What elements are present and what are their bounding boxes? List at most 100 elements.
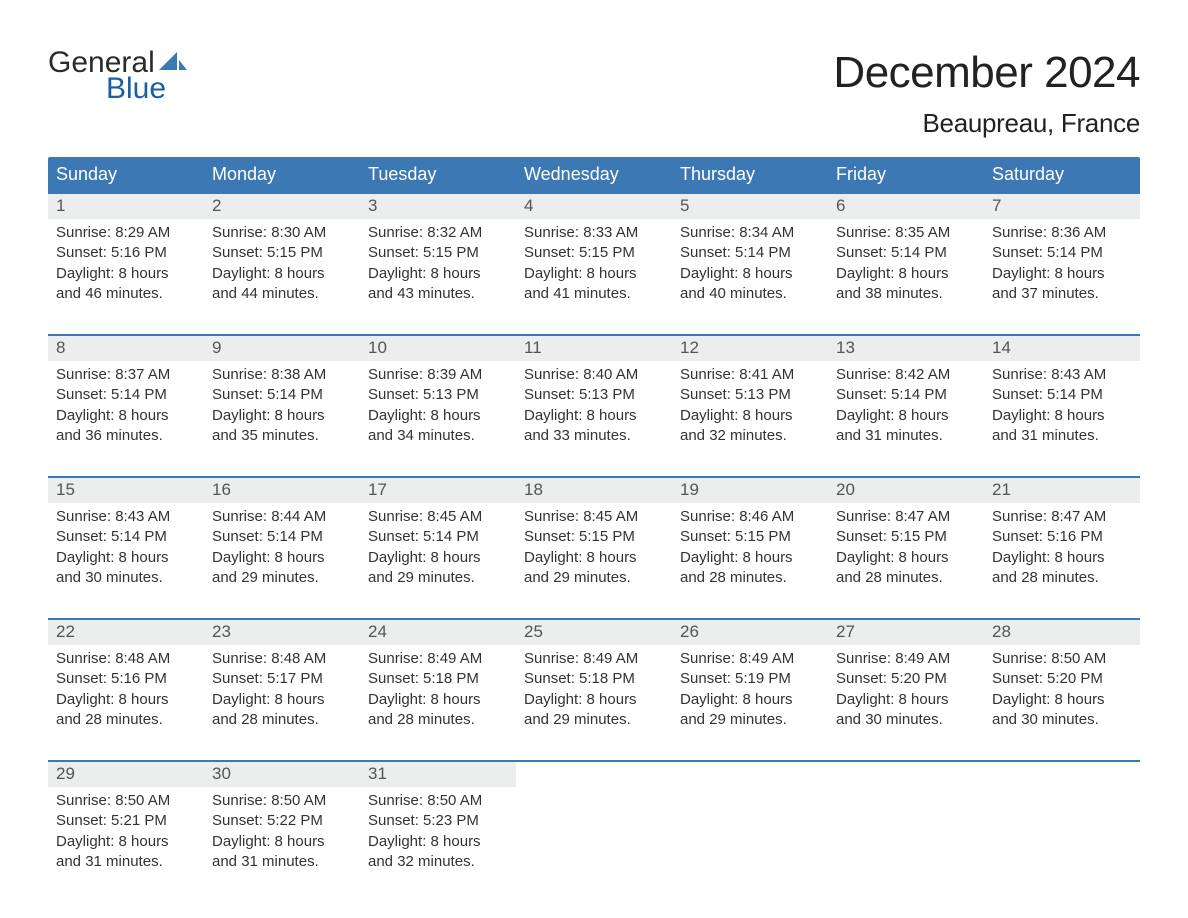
day-number: 31 [360, 762, 516, 787]
sunset-line: Sunset: 5:17 PM [212, 669, 352, 689]
sunrise-line: Sunrise: 8:33 AM [524, 223, 664, 243]
daylight-line2: and 28 minutes. [56, 710, 196, 730]
daylight-line2: and 43 minutes. [368, 284, 508, 304]
day-body: Sunrise: 8:43 AMSunset: 5:14 PMDaylight:… [48, 503, 204, 588]
day-header: Friday [828, 157, 984, 194]
sunrise-line: Sunrise: 8:49 AM [836, 649, 976, 669]
day-number: 17 [360, 478, 516, 503]
daylight-line1: Daylight: 8 hours [368, 406, 508, 426]
day-body: Sunrise: 8:50 AMSunset: 5:21 PMDaylight:… [48, 787, 204, 872]
calendar-day: 21Sunrise: 8:47 AMSunset: 5:16 PMDayligh… [984, 478, 1140, 614]
day-body: Sunrise: 8:50 AMSunset: 5:22 PMDaylight:… [204, 787, 360, 872]
day-number: 6 [828, 194, 984, 219]
calendar-day [516, 762, 672, 898]
location-subtitle: Beaupreau, France [833, 108, 1140, 139]
day-number: 30 [204, 762, 360, 787]
day-body: Sunrise: 8:41 AMSunset: 5:13 PMDaylight:… [672, 361, 828, 446]
calendar-day: 22Sunrise: 8:48 AMSunset: 5:16 PMDayligh… [48, 620, 204, 756]
daylight-line2: and 29 minutes. [524, 568, 664, 588]
day-body: Sunrise: 8:48 AMSunset: 5:16 PMDaylight:… [48, 645, 204, 730]
day-body: Sunrise: 8:39 AMSunset: 5:13 PMDaylight:… [360, 361, 516, 446]
sunset-line: Sunset: 5:20 PM [992, 669, 1132, 689]
logo: General Blue [48, 48, 187, 104]
calendar-week: 29Sunrise: 8:50 AMSunset: 5:21 PMDayligh… [48, 760, 1140, 898]
daylight-line1: Daylight: 8 hours [212, 264, 352, 284]
day-number: 9 [204, 336, 360, 361]
sunset-line: Sunset: 5:19 PM [680, 669, 820, 689]
day-body: Sunrise: 8:30 AMSunset: 5:15 PMDaylight:… [204, 219, 360, 304]
sunset-line: Sunset: 5:15 PM [524, 243, 664, 263]
day-header: Saturday [984, 157, 1140, 194]
calendar-day: 31Sunrise: 8:50 AMSunset: 5:23 PMDayligh… [360, 762, 516, 898]
sunrise-line: Sunrise: 8:48 AM [212, 649, 352, 669]
calendar-day: 30Sunrise: 8:50 AMSunset: 5:22 PMDayligh… [204, 762, 360, 898]
day-number: 14 [984, 336, 1140, 361]
daylight-line1: Daylight: 8 hours [836, 406, 976, 426]
sunrise-line: Sunrise: 8:35 AM [836, 223, 976, 243]
daylight-line2: and 32 minutes. [368, 852, 508, 872]
sunrise-line: Sunrise: 8:41 AM [680, 365, 820, 385]
sunrise-line: Sunrise: 8:29 AM [56, 223, 196, 243]
daylight-line1: Daylight: 8 hours [524, 690, 664, 710]
day-number: 28 [984, 620, 1140, 645]
daylight-line1: Daylight: 8 hours [524, 548, 664, 568]
sunset-line: Sunset: 5:16 PM [56, 669, 196, 689]
daylight-line2: and 38 minutes. [836, 284, 976, 304]
calendar-day: 26Sunrise: 8:49 AMSunset: 5:19 PMDayligh… [672, 620, 828, 756]
daylight-line2: and 29 minutes. [524, 710, 664, 730]
daylight-line1: Daylight: 8 hours [836, 548, 976, 568]
day-header: Wednesday [516, 157, 672, 194]
day-body: Sunrise: 8:49 AMSunset: 5:18 PMDaylight:… [516, 645, 672, 730]
day-body: Sunrise: 8:45 AMSunset: 5:14 PMDaylight:… [360, 503, 516, 588]
calendar-day: 4Sunrise: 8:33 AMSunset: 5:15 PMDaylight… [516, 194, 672, 330]
daylight-line2: and 34 minutes. [368, 426, 508, 446]
daylight-line1: Daylight: 8 hours [680, 264, 820, 284]
sunrise-line: Sunrise: 8:49 AM [368, 649, 508, 669]
day-body: Sunrise: 8:50 AMSunset: 5:23 PMDaylight:… [360, 787, 516, 872]
daylight-line2: and 28 minutes. [212, 710, 352, 730]
calendar-day: 1Sunrise: 8:29 AMSunset: 5:16 PMDaylight… [48, 194, 204, 330]
calendar-day: 7Sunrise: 8:36 AMSunset: 5:14 PMDaylight… [984, 194, 1140, 330]
sunset-line: Sunset: 5:15 PM [368, 243, 508, 263]
daylight-line1: Daylight: 8 hours [56, 548, 196, 568]
day-number: 4 [516, 194, 672, 219]
sunset-line: Sunset: 5:14 PM [992, 243, 1132, 263]
calendar-day: 3Sunrise: 8:32 AMSunset: 5:15 PMDaylight… [360, 194, 516, 330]
daylight-line2: and 46 minutes. [56, 284, 196, 304]
day-body: Sunrise: 8:49 AMSunset: 5:20 PMDaylight:… [828, 645, 984, 730]
sunrise-line: Sunrise: 8:30 AM [212, 223, 352, 243]
day-number: 25 [516, 620, 672, 645]
day-header: Thursday [672, 157, 828, 194]
sunset-line: Sunset: 5:16 PM [56, 243, 196, 263]
sunrise-line: Sunrise: 8:32 AM [368, 223, 508, 243]
day-number: 26 [672, 620, 828, 645]
sunset-line: Sunset: 5:14 PM [56, 385, 196, 405]
sunrise-line: Sunrise: 8:45 AM [524, 507, 664, 527]
day-number: 18 [516, 478, 672, 503]
sunset-line: Sunset: 5:14 PM [212, 385, 352, 405]
calendar-day: 9Sunrise: 8:38 AMSunset: 5:14 PMDaylight… [204, 336, 360, 472]
calendar-day [984, 762, 1140, 898]
daylight-line2: and 31 minutes. [992, 426, 1132, 446]
sunrise-line: Sunrise: 8:49 AM [524, 649, 664, 669]
sunrise-line: Sunrise: 8:47 AM [836, 507, 976, 527]
daylight-line2: and 35 minutes. [212, 426, 352, 446]
day-body: Sunrise: 8:45 AMSunset: 5:15 PMDaylight:… [516, 503, 672, 588]
sunset-line: Sunset: 5:23 PM [368, 811, 508, 831]
sunrise-line: Sunrise: 8:50 AM [212, 791, 352, 811]
calendar-header-row: Sunday Monday Tuesday Wednesday Thursday… [48, 157, 1140, 194]
daylight-line1: Daylight: 8 hours [992, 548, 1132, 568]
sunrise-line: Sunrise: 8:44 AM [212, 507, 352, 527]
day-body: Sunrise: 8:35 AMSunset: 5:14 PMDaylight:… [828, 219, 984, 304]
day-body: Sunrise: 8:32 AMSunset: 5:15 PMDaylight:… [360, 219, 516, 304]
sunrise-line: Sunrise: 8:34 AM [680, 223, 820, 243]
calendar-day: 8Sunrise: 8:37 AMSunset: 5:14 PMDaylight… [48, 336, 204, 472]
day-header: Tuesday [360, 157, 516, 194]
daylight-line1: Daylight: 8 hours [836, 264, 976, 284]
calendar-day: 2Sunrise: 8:30 AMSunset: 5:15 PMDaylight… [204, 194, 360, 330]
calendar-day: 20Sunrise: 8:47 AMSunset: 5:15 PMDayligh… [828, 478, 984, 614]
day-number: 13 [828, 336, 984, 361]
daylight-line1: Daylight: 8 hours [56, 690, 196, 710]
daylight-line1: Daylight: 8 hours [56, 264, 196, 284]
daylight-line1: Daylight: 8 hours [992, 264, 1132, 284]
